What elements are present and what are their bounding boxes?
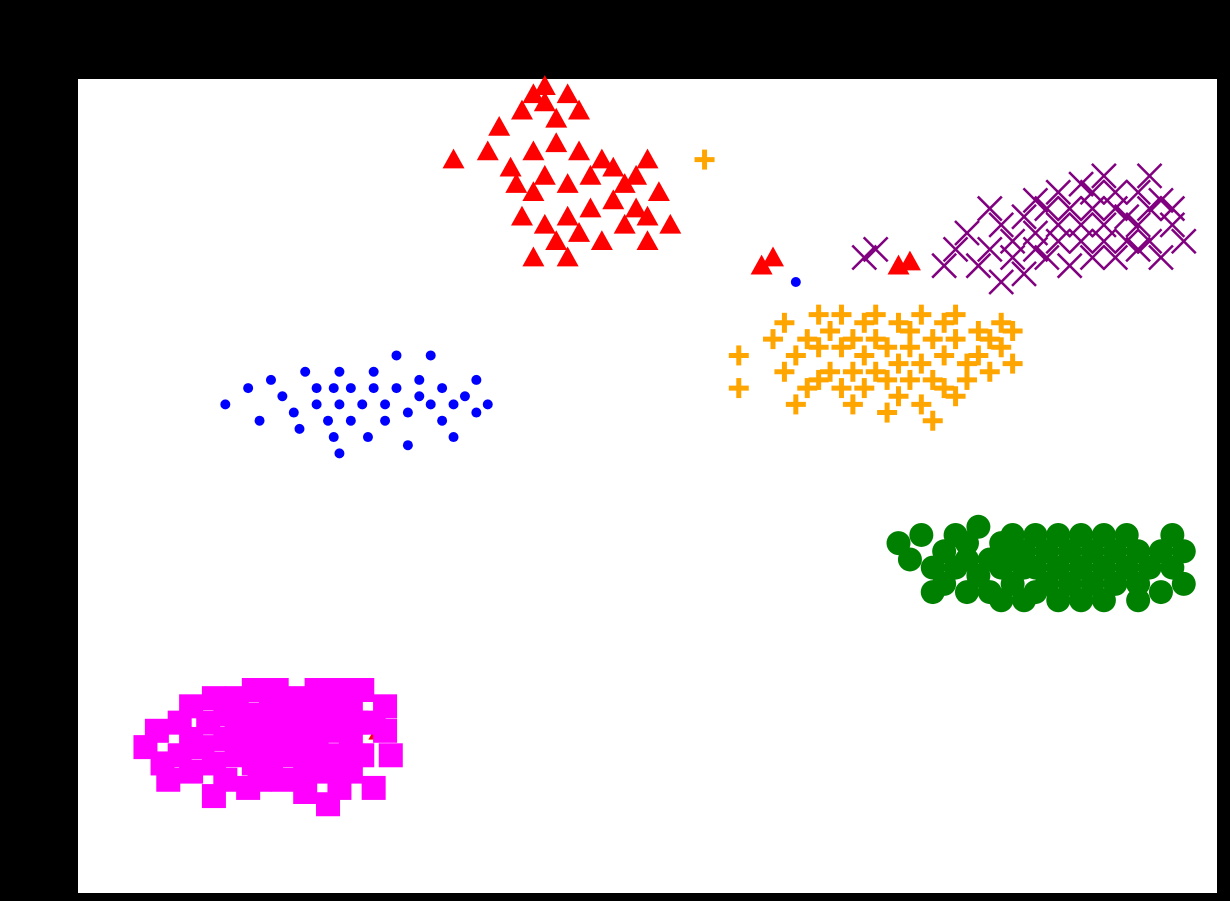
tsne-scatter-chart: t-SNE visualization of feature vectors o… [0,0,1230,901]
scatter-points-layer [0,0,1230,901]
class-blue-dot [220,277,801,458]
class-orange-plus [695,150,1023,431]
class-purple-x [852,164,1195,294]
class-magenta-square [133,678,402,816]
class-green-circle [887,515,1196,612]
